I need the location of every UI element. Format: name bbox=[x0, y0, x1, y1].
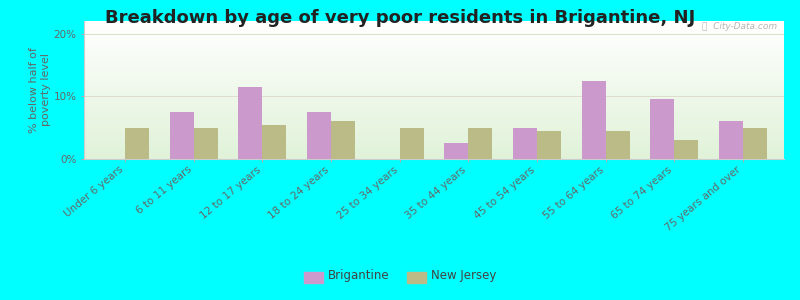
Bar bbox=[170, 112, 194, 159]
Bar bbox=[650, 99, 674, 159]
Text: Breakdown by age of very poor residents in Brigantine, NJ: Breakdown by age of very poor residents … bbox=[105, 9, 695, 27]
Bar bbox=[194, 128, 218, 159]
Bar bbox=[719, 122, 743, 159]
Bar bbox=[444, 143, 468, 159]
Bar bbox=[125, 128, 149, 159]
Bar bbox=[513, 128, 537, 159]
Bar bbox=[743, 128, 767, 159]
Legend: Brigantine, New Jersey: Brigantine, New Jersey bbox=[301, 265, 499, 285]
Bar bbox=[468, 128, 492, 159]
Bar bbox=[606, 131, 630, 159]
Bar bbox=[674, 140, 698, 159]
Bar bbox=[238, 87, 262, 159]
Bar bbox=[331, 122, 355, 159]
Bar bbox=[582, 81, 606, 159]
Bar bbox=[400, 128, 424, 159]
Bar bbox=[307, 112, 331, 159]
Y-axis label: % below half of
poverty level: % below half of poverty level bbox=[29, 47, 50, 133]
Text: ⓘ  City-Data.com: ⓘ City-Data.com bbox=[702, 22, 777, 32]
Bar bbox=[537, 131, 561, 159]
Bar bbox=[262, 124, 286, 159]
